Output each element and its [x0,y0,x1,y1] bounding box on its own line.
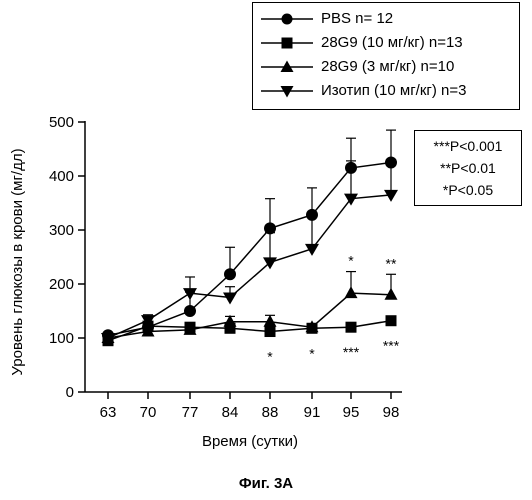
significance-lower: * [309,345,315,361]
legend-item-isotype: Изотип (10 мг/кг) n=3 [259,79,519,103]
significance-lower: * [267,349,273,365]
series-0 [102,130,397,341]
legend-label: PBS n= 12 [321,7,393,31]
y-tick-label: 300 [49,222,74,239]
significance-p05: *P<0.05 [415,179,521,201]
y-tick-label: 500 [49,114,74,131]
x-tick-label: 91 [304,404,321,421]
circle-marker-icon [259,7,317,31]
data-point [385,288,398,300]
significance-legend: ***P<0.001 **P<0.01 *P<0.05 [414,130,522,206]
series-line [108,163,391,336]
legend-label: Изотип (10 мг/кг) n=3 [321,79,466,103]
legend-label: 28G9 (3 мг/кг) n=10 [321,55,454,79]
square-marker-icon [259,31,317,55]
x-tick-label: 84 [222,404,239,421]
legend-label: 28G9 (10 мг/кг) n=13 [321,31,463,55]
x-tick-label: 70 [140,404,157,421]
x-tick-label: 88 [262,404,279,421]
significance-lower: *** [343,344,360,360]
data-point [346,322,357,333]
data-point [224,268,236,280]
figure-caption: Фиг. 3А [0,475,532,492]
x-axis-label: Время (сутки) [202,433,298,450]
data-point [345,286,358,298]
triangle-up-marker-icon [259,55,317,79]
y-tick-label: 0 [66,384,74,401]
x-tick-label: 98 [383,404,400,421]
x-tick-label: 63 [100,404,117,421]
data-point [264,315,277,327]
data-point [265,326,276,337]
legend-item-28g9-10: 28G9 (10 мг/кг) n=13 [259,31,519,55]
significance-upper: * [348,253,354,269]
y-tick-label: 400 [49,168,74,185]
y-axis-label: Уровень глюкозы в крови (мг/дл) [9,148,26,375]
significance-lower: *** [383,338,400,354]
data-point [386,315,397,326]
legend-item-28g9-3: 28G9 (3 мг/кг) n=10 [259,55,519,79]
legend-item-pbs: PBS n= 12 [259,7,519,31]
y-tick-label: 100 [49,330,74,347]
data-point [223,293,237,305]
data-point [184,305,196,317]
legend: PBS n= 12 28G9 (10 мг/кг) n=13 28G9 (3 м… [252,2,520,110]
significance-p01: **P<0.01 [415,157,521,179]
x-tick-label: 95 [343,404,360,421]
x-tick-label: 77 [182,404,199,421]
y-tick-label: 200 [49,276,74,293]
series-layer: *********** [101,130,400,364]
significance-p001: ***P<0.001 [415,135,521,157]
triangle-down-marker-icon [259,79,317,103]
significance-upper: ** [386,255,397,271]
